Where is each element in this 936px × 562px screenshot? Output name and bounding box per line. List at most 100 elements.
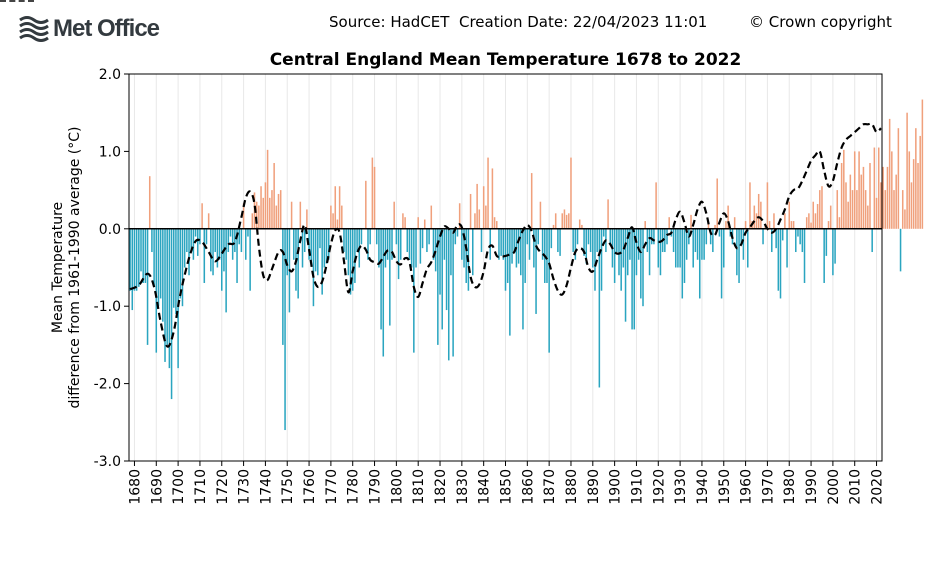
bar-1893	[598, 228, 601, 388]
bar-1745	[275, 205, 278, 229]
bar-1790	[373, 166, 376, 229]
bar-1951	[725, 221, 727, 229]
bar-1731	[245, 228, 247, 260]
met-office-logo: Met Office	[19, 15, 160, 43]
bar-1885	[581, 224, 583, 229]
bar-1986	[801, 228, 804, 253]
x-tick-label-1740: 1740	[258, 469, 274, 505]
bar-1728	[238, 228, 240, 245]
bar-1864	[535, 228, 537, 314]
bar-1774	[338, 186, 341, 229]
bar-2010	[853, 151, 856, 229]
y-axis-label-line-0: Mean Temperature	[50, 202, 66, 333]
x-tick-label-2010: 2010	[848, 469, 864, 505]
bar-1915	[646, 228, 649, 253]
bar-1767	[323, 228, 326, 268]
bar-1741	[266, 149, 269, 229]
bar-1976	[779, 228, 782, 299]
bar-1952	[727, 205, 729, 229]
bar-1877	[563, 209, 566, 229]
bar-1979	[786, 228, 788, 268]
bar-1939	[698, 228, 701, 299]
bar-1916	[648, 228, 651, 276]
bar-1696	[168, 228, 171, 369]
bar-2006	[845, 182, 847, 229]
bar-1687	[148, 176, 151, 229]
bar-1779	[349, 228, 352, 295]
bar-1748	[282, 228, 284, 345]
bar-1723	[227, 228, 230, 253]
bar-1859	[524, 228, 526, 283]
bar-1786	[365, 180, 367, 229]
y-tick-label-4: 1.0	[99, 144, 121, 160]
bar-1873	[554, 213, 557, 229]
bar-2008	[849, 174, 852, 229]
bar-1772	[334, 186, 337, 229]
bar-1765	[319, 228, 321, 249]
x-tick-label-1760: 1760	[302, 469, 318, 505]
bar-1714	[207, 213, 210, 229]
x-tick-label-2020: 2020	[870, 469, 886, 505]
bar-1824	[447, 228, 450, 361]
bar-1900	[613, 228, 616, 283]
bar-1861	[528, 228, 531, 260]
x-tick-label-1720: 1720	[215, 469, 231, 505]
bar-1955	[733, 217, 736, 229]
bar-1898	[609, 228, 612, 245]
bar-1886	[583, 228, 585, 256]
x-tick-label-1870: 1870	[542, 469, 558, 505]
bar-1810	[417, 217, 419, 229]
bar-2001	[834, 228, 836, 264]
bar-1718	[216, 228, 219, 268]
bar-1980	[788, 201, 791, 229]
bar-1700	[177, 228, 179, 369]
x-tick-label-1990: 1990	[804, 469, 820, 505]
bar-2031	[899, 228, 902, 272]
x-tick-label-1930: 1930	[673, 469, 689, 505]
y-tick-label-1: -2.0	[94, 377, 121, 393]
bar-1870	[548, 228, 550, 353]
bar-1778	[347, 228, 350, 276]
bar-1794	[382, 228, 385, 357]
bar-2038	[915, 128, 917, 229]
bar-1948	[718, 228, 721, 237]
bar-1740	[264, 182, 267, 229]
bar-1729	[240, 228, 243, 253]
bar-2005	[843, 149, 845, 229]
bar-2028	[893, 190, 895, 229]
bar-1930	[679, 228, 681, 268]
bar-1822	[443, 228, 446, 260]
bar-1905	[624, 228, 627, 322]
source-info: Source: HadCET Creation Date: 22/04/2023…	[329, 13, 708, 31]
bar-1890	[592, 228, 594, 268]
bar-1945	[712, 228, 714, 253]
bar-1724	[229, 228, 232, 237]
bar-1882	[574, 228, 577, 260]
bar-1892	[596, 228, 598, 253]
y-tick-label-0: -3.0	[94, 454, 121, 470]
bar-1949	[720, 228, 723, 299]
bar-1875	[559, 228, 561, 256]
bar-1927	[672, 228, 675, 253]
bar-1895	[602, 228, 605, 237]
bar-1716	[212, 228, 214, 276]
bar-2037	[912, 159, 915, 229]
bar-1736	[255, 201, 258, 229]
x-tick-label-1940: 1940	[695, 469, 711, 505]
bar-1867	[541, 228, 544, 260]
bar-1902	[618, 228, 620, 276]
bar-1843	[489, 228, 491, 260]
x-tick-label-1850: 1850	[499, 469, 515, 505]
bar-1907	[629, 228, 631, 260]
bar-1697	[170, 228, 173, 400]
bar-1991	[812, 201, 815, 229]
bar-1937	[694, 228, 697, 253]
bar-1897	[607, 199, 609, 229]
bar-1693	[162, 228, 164, 322]
bar-1823	[445, 228, 448, 311]
bar-1763	[314, 228, 317, 272]
bar-1678	[129, 228, 131, 291]
bar-2012	[858, 151, 860, 229]
x-tick-label-1900: 1900	[608, 469, 624, 505]
